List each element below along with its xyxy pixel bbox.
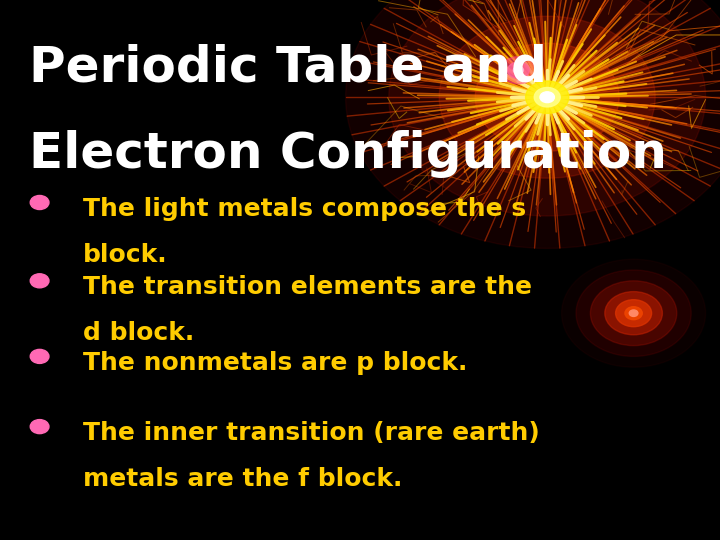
Text: The light metals compose the s: The light metals compose the s <box>83 197 526 221</box>
Text: The inner transition (rare earth): The inner transition (rare earth) <box>83 421 539 445</box>
Circle shape <box>576 270 691 356</box>
Circle shape <box>508 62 529 78</box>
Circle shape <box>439 16 655 178</box>
Text: The transition elements are the: The transition elements are the <box>83 275 532 299</box>
Circle shape <box>562 259 706 367</box>
Circle shape <box>526 81 569 113</box>
Circle shape <box>629 310 638 316</box>
Circle shape <box>513 66 523 74</box>
Circle shape <box>475 43 619 151</box>
Circle shape <box>534 87 560 107</box>
Text: Electron Configuration: Electron Configuration <box>29 130 667 178</box>
Circle shape <box>605 292 662 335</box>
Circle shape <box>540 92 554 103</box>
Circle shape <box>590 281 677 346</box>
Circle shape <box>30 274 49 288</box>
Text: The nonmetals are p block.: The nonmetals are p block. <box>83 351 467 375</box>
Circle shape <box>30 420 49 434</box>
Circle shape <box>30 195 49 210</box>
Circle shape <box>30 349 49 363</box>
Circle shape <box>389 0 706 216</box>
Circle shape <box>346 0 720 248</box>
Text: Periodic Table and: Periodic Table and <box>29 43 546 91</box>
Text: metals are the f block.: metals are the f block. <box>83 467 402 491</box>
Circle shape <box>625 307 642 320</box>
Circle shape <box>500 57 536 84</box>
Text: block.: block. <box>83 243 168 267</box>
Circle shape <box>616 300 652 327</box>
Text: d block.: d block. <box>83 321 194 345</box>
